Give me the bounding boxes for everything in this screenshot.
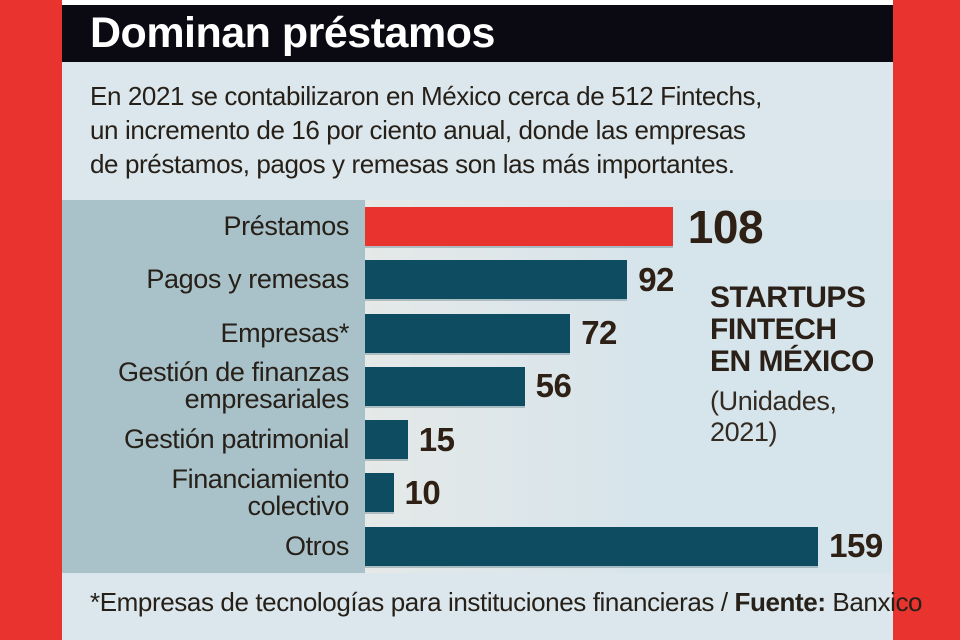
value-label: 72 [581,314,617,352]
chart-row: Préstamos 108 [62,200,893,253]
bar [365,366,525,406]
category-label: Otros [284,530,349,561]
title-bar: Dominan préstamos [62,5,893,62]
category-label: Pagos y remesas [146,264,349,295]
category-label: Empresas* [220,317,350,348]
bar-chart: Préstamos 108 Pagos y remesas 92 Empresas* 72… [62,200,893,573]
bar [365,260,628,300]
label-column-background [62,200,365,573]
value-label: 10 [404,473,441,511]
annotation-title-line-1: STARTUPS [710,281,866,314]
left-red-band [0,0,62,640]
chart-row: Pagos y remesas 92 [62,253,893,306]
bar [365,526,819,566]
value-label: 108 [687,200,764,253]
bar [365,313,571,353]
chart-row: Otros 159 [62,520,893,573]
annotation-title-line-2: FINTECH [710,313,837,346]
bar [365,420,408,460]
intro-line-1: En 2021 se contabilizaron en México cerc… [90,81,762,111]
intro-line-3: de préstamos, pagos y remesas son las má… [90,149,735,179]
value-label: 15 [418,420,455,458]
category-label: Gestión de finanzas empresariales [117,357,349,415]
page-title: Dominan préstamos [90,9,495,57]
bar-chart-rows: Préstamos 108 Pagos y remesas 92 Empresas* 72… [62,200,893,573]
chart-row: Empresas* 72 [62,307,893,360]
footer-note: *Empresas de tecnologías para institucio… [62,573,923,640]
footnote-text: *Empresas de tecnologías para institucio… [90,587,735,617]
chart-row: Financiamiento colectivo 10 [62,463,893,521]
intro-text: En 2021 se contabilizaron en México cerc… [62,62,893,200]
bar-highlighted [365,207,673,247]
source-name: Banxico [825,587,923,617]
right-red-band [893,0,960,640]
value-label: 56 [535,367,572,405]
chart-row: Gestión patrimonial 15 [62,413,893,466]
chart-row: Gestión de finanzas empresariales 56 [62,357,893,415]
value-label: 159 [829,527,883,565]
category-label: Préstamos [223,211,350,242]
chart-side-annotation: STARTUPS FINTECH EN MÉXICO (Unidades, 20… [710,282,890,448]
source-label: Fuente: [734,587,826,617]
category-label: Financiamiento colectivo [171,463,350,521]
intro-line-2: un incremento de 16 por ciento anual, do… [90,115,746,145]
annotation-title-line-3: EN MÉXICO [710,345,874,378]
annotation-subtitle-line-1: (Unidades, [710,386,837,416]
category-label: Gestión patrimonial [123,424,349,455]
annotation-subtitle-line-2: 2021) [710,417,778,447]
bar [365,473,394,513]
value-label: 92 [638,260,674,298]
